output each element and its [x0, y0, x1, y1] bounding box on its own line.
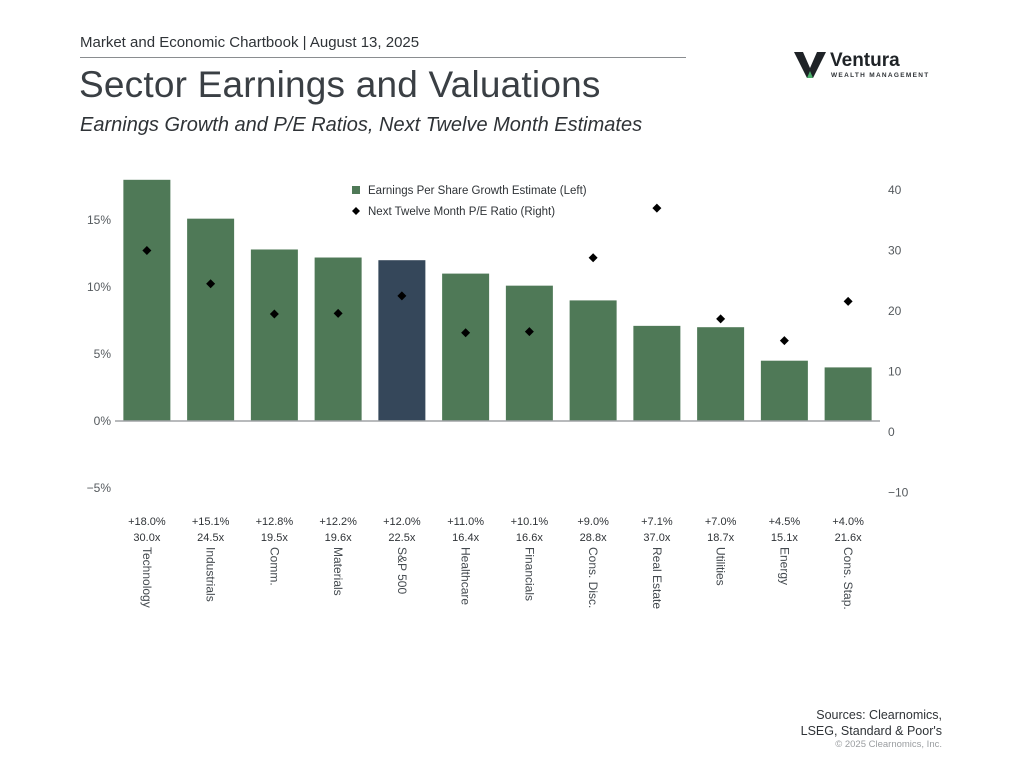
- category-label: Financials: [522, 547, 536, 601]
- pe-data-label: 21.6x: [835, 532, 862, 544]
- pe-marker-diamond: [588, 253, 598, 263]
- sources-line-2: LSEG, Standard & Poor's: [800, 724, 942, 738]
- right-axis-tick-label: 20: [888, 304, 902, 318]
- bar-industrials: [187, 218, 235, 421]
- growth-data-label: +10.1%: [511, 516, 549, 528]
- left-axis-tick-label: 10%: [87, 280, 111, 294]
- logo-name: Ventura: [830, 50, 900, 71]
- legend: Earnings Per Share Growth Estimate (Left…: [352, 185, 587, 218]
- pe-marker-diamond: [843, 296, 853, 306]
- right-axis-tick-label: −10: [888, 486, 909, 500]
- header-divider: [80, 57, 686, 58]
- category-label: Healthcare: [459, 547, 473, 605]
- growth-data-label: +9.0%: [577, 516, 609, 528]
- growth-data-label: +4.0%: [832, 516, 864, 528]
- growth-data-label: +12.2%: [319, 516, 357, 528]
- growth-data-label: +4.5%: [769, 516, 801, 528]
- left-axis-tick-label: 5%: [94, 347, 112, 361]
- pe-data-label: 19.6x: [325, 532, 352, 544]
- bar-materials: [314, 257, 362, 421]
- logo-tagline: WEALTH MANAGEMENT: [831, 72, 930, 79]
- left-axis-tick-label: −5%: [87, 481, 112, 495]
- category-label: Comm.: [267, 547, 281, 586]
- bar-cons-stap-: [824, 367, 872, 421]
- pe-data-label: 22.5x: [388, 532, 415, 544]
- pe-markers: [142, 203, 853, 346]
- bar-financials: [505, 285, 553, 421]
- company-logo: Ventura WEALTH MANAGEMENT: [794, 50, 934, 84]
- category-label: Materials: [331, 547, 345, 596]
- pe-marker-diamond: [269, 309, 279, 319]
- category-label: S&P 500: [395, 547, 409, 594]
- right-axis-tick-label: 30: [888, 244, 902, 258]
- pe-marker-diamond: [461, 328, 471, 338]
- growth-data-label: +11.0%: [447, 516, 484, 528]
- category-label: Cons. Disc.: [586, 547, 600, 608]
- page-subtitle: Earnings Growth and P/E Ratios, Next Twe…: [80, 114, 643, 136]
- pe-data-label: 30.0x: [133, 532, 160, 544]
- category-label: Utilities: [714, 547, 728, 586]
- chartbook-header: Market and Economic Chartbook | August 1…: [80, 34, 420, 51]
- growth-data-label: +12.8%: [256, 516, 294, 528]
- right-axis-tick-label: 10: [888, 365, 902, 379]
- bar-utilities: [697, 327, 745, 421]
- pe-marker-diamond: [652, 203, 662, 213]
- pe-marker-diamond: [397, 291, 407, 301]
- pe-marker-diamond: [716, 314, 726, 324]
- pe-marker-diamond: [333, 308, 343, 318]
- pe-marker-diamond: [142, 246, 152, 255]
- bar-cons-disc-: [569, 300, 617, 421]
- category-label: Industrials: [204, 547, 218, 602]
- legend-bar-label: Earnings Per Share Growth Estimate (Left…: [368, 185, 587, 197]
- category-label: Technology: [140, 547, 154, 608]
- bar-healthcare: [442, 273, 490, 421]
- growth-data-label: +7.1%: [641, 516, 673, 528]
- left-axis: −5% 0% 5% 10% 15%: [87, 213, 112, 495]
- growth-data-label: +7.0%: [705, 516, 737, 528]
- v-logo-icon: [794, 52, 826, 78]
- bar-energy: [760, 360, 808, 421]
- growth-data-label: +12.0%: [383, 516, 421, 528]
- legend-bar-swatch: [352, 186, 360, 194]
- pe-data-label: 37.0x: [643, 532, 670, 544]
- growth-data-label: +15.1%: [192, 516, 230, 528]
- sources-line-1: Sources: Clearnomics,: [816, 708, 942, 722]
- pe-data-label: 18.7x: [707, 532, 734, 544]
- pe-marker-diamond: [779, 336, 789, 346]
- bar-technology: [123, 179, 171, 421]
- category-label: Cons. Stap.: [841, 547, 855, 610]
- left-axis-tick-label: 0%: [94, 414, 112, 428]
- right-axis-tick-label: 0: [888, 425, 895, 439]
- pe-data-label: 16.6x: [516, 532, 543, 544]
- bar-s-p-500: [378, 260, 426, 421]
- pe-marker-diamond: [524, 327, 534, 337]
- right-axis-tick-label: 40: [888, 183, 902, 197]
- pe-data-label: 15.1x: [771, 532, 798, 544]
- category-label: Energy: [777, 547, 791, 585]
- pe-data-label: 19.5x: [261, 532, 288, 544]
- left-axis-tick-label: 15%: [87, 213, 111, 227]
- pe-data-label: 16.4x: [452, 532, 479, 544]
- right-axis: −10 0 10 20 30 40: [888, 183, 909, 500]
- bar-comm-: [250, 249, 298, 421]
- bar-real-estate: [633, 325, 681, 421]
- legend-pe-label: Next Twelve Month P/E Ratio (Right): [368, 206, 555, 218]
- copyright: © 2025 Clearnomics, Inc.: [835, 739, 942, 750]
- category-labels: +18.0% 30.0x Technology +15.1% 24.5x Industri…: [128, 516, 864, 610]
- pe-data-label: 28.8x: [580, 532, 607, 544]
- bars: [123, 179, 872, 421]
- growth-data-label: +18.0%: [128, 516, 166, 528]
- legend-diamond-icon: [352, 207, 360, 215]
- category-label: Real Estate: [650, 547, 664, 609]
- pe-marker-diamond: [206, 279, 216, 289]
- sources: Sources: Clearnomics, LSEG, Standard & P…: [801, 707, 942, 739]
- page-title: Sector Earnings and Valuations: [79, 64, 601, 105]
- pe-data-label: 24.5x: [197, 532, 224, 544]
